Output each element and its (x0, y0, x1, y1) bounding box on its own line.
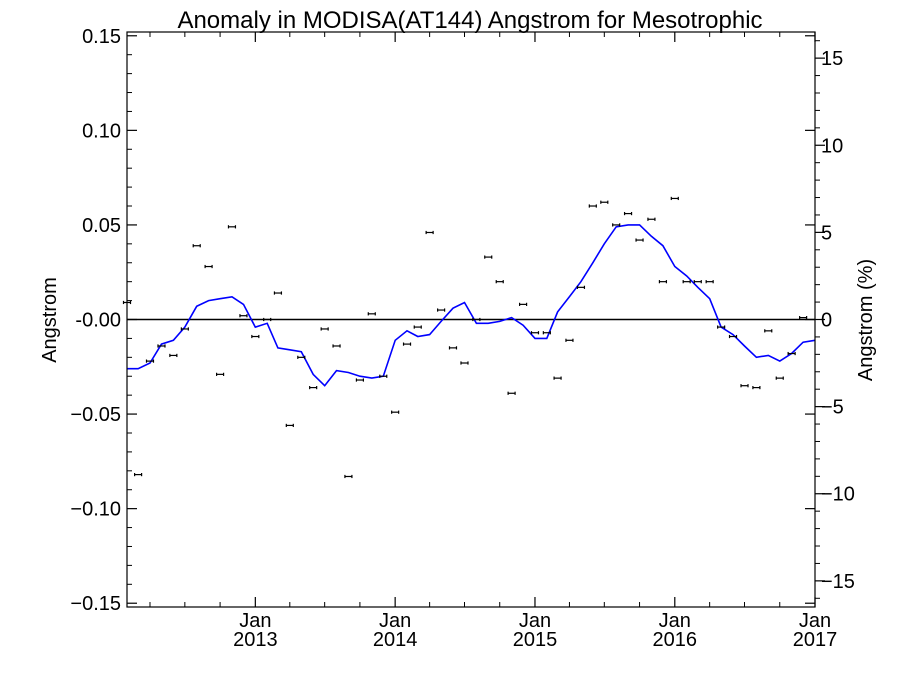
data-point (402, 342, 412, 346)
data-point (740, 384, 749, 388)
data-point (263, 317, 272, 322)
data-point (600, 200, 609, 204)
y2-tick-label: −15 (821, 571, 855, 593)
data-point (413, 325, 422, 329)
data-point (623, 211, 633, 216)
data-point (134, 472, 143, 477)
y-tick-label: -0.00 (75, 310, 121, 332)
x-tick-year: 2017 (793, 629, 838, 651)
data-point (204, 264, 213, 269)
data-point (484, 255, 493, 259)
data-point (169, 353, 178, 358)
data-point (717, 325, 726, 329)
data-point (775, 376, 784, 380)
plot-frame (126, 31, 816, 608)
data-point (320, 327, 329, 331)
data-point (752, 385, 761, 390)
data-point (192, 244, 201, 248)
data-point (332, 344, 341, 348)
data-point (635, 238, 644, 242)
x-tick-month: Jan (519, 610, 551, 632)
data-point (285, 423, 294, 428)
data-point (576, 285, 586, 289)
data-point (542, 331, 551, 335)
data-point (391, 410, 400, 414)
tick-labels: −0.15 −0.10 −0.05 -0.00 0.05 0.10 0.15 −15 −10 −5… (70, 26, 855, 651)
data-point (682, 280, 691, 284)
data-point (437, 308, 446, 312)
data-point (530, 331, 540, 335)
x-tick-month: Jan (239, 610, 271, 632)
data-point (787, 351, 796, 356)
x-tick-year: 2016 (653, 629, 698, 651)
axis-ticks (127, 32, 825, 607)
y2-tick-label: 5 (821, 222, 832, 244)
data-point (460, 361, 469, 365)
data-point (693, 280, 702, 284)
data-point (588, 204, 597, 208)
data-point (273, 291, 283, 295)
data-point (297, 355, 306, 359)
data-point (507, 391, 516, 395)
x-tick-month: Jan (799, 610, 831, 632)
data-point (565, 338, 574, 342)
data-point (705, 280, 714, 284)
data-point (448, 346, 458, 350)
data-point (215, 372, 225, 376)
data-points (122, 196, 808, 479)
data-point (251, 334, 260, 339)
data-point (309, 385, 318, 390)
y-axis-label: Angstrom (39, 277, 61, 363)
y-tick-label: −0.15 (70, 593, 121, 615)
y2-axis-label: Angstrom (%) (855, 259, 877, 381)
y-tick-label: 0.15 (82, 26, 121, 48)
data-point (145, 359, 155, 363)
y2-tick-label: 10 (821, 135, 843, 157)
x-tick-year: 2015 (513, 629, 558, 651)
running-mean-line (127, 224, 816, 387)
data-point (658, 280, 668, 284)
y2-tick-label: −5 (821, 397, 844, 419)
x-tick-month: Jan (659, 610, 691, 632)
y2-tick-label: 0 (821, 310, 832, 332)
data-point (180, 327, 189, 331)
data-point (764, 329, 773, 333)
data-point (355, 378, 365, 382)
data-point (425, 230, 434, 235)
y-tick-label: −0.05 (70, 404, 121, 426)
data-point (495, 280, 504, 284)
y2-tick-label: −10 (821, 484, 855, 506)
x-tick-month: Jan (379, 610, 411, 632)
x-tick-year: 2014 (373, 629, 418, 651)
data-point (239, 314, 248, 318)
data-point (612, 223, 621, 227)
data-point (553, 376, 562, 380)
data-point (728, 334, 738, 339)
data-point (367, 312, 376, 316)
data-point (157, 344, 166, 348)
y-tick-label: −0.10 (70, 499, 121, 521)
data-point (472, 317, 481, 322)
y2-tick-label: 15 (821, 48, 843, 70)
x-tick-year: 2013 (233, 629, 278, 651)
chart-title: Anomaly in MODISA(AT144) Angstrom for Me… (177, 7, 762, 34)
data-point (227, 225, 237, 229)
data-point (799, 316, 808, 320)
data-point (670, 196, 679, 201)
data-point (379, 374, 388, 378)
data-point (647, 217, 656, 221)
y-tick-label: 0.10 (82, 120, 121, 142)
data-point (344, 474, 353, 479)
y-tick-label: 0.05 (82, 215, 121, 237)
data-point (518, 302, 528, 306)
